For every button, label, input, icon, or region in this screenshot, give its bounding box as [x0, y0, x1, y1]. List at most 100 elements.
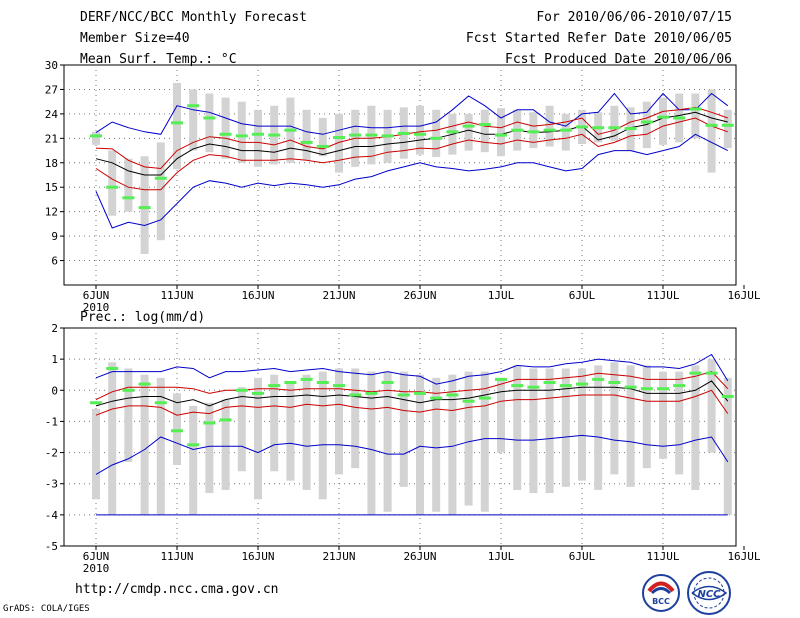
temp-range-bar: [707, 89, 716, 173]
temp-median-marker: [333, 136, 345, 140]
temp-range-bar: [432, 109, 441, 158]
temp-median-marker: [462, 124, 475, 128]
prec-ytick-label: 2: [51, 322, 58, 335]
temp-median-marker: [576, 125, 588, 129]
temp-median-marker: [559, 128, 572, 132]
temp-median-marker: [171, 121, 183, 125]
temp-median-marker: [219, 132, 232, 136]
prec-median-marker: [171, 429, 183, 433]
prec-line-lower-outer: [95, 434, 729, 475]
temp-median-marker: [122, 196, 135, 200]
prec-range-bar: [513, 365, 522, 490]
temp-median-marker: [478, 122, 491, 126]
temp-median-marker: [381, 134, 394, 138]
temp-median-marker: [446, 130, 459, 134]
prec-median-marker: [640, 387, 653, 391]
prec-range-bar: [92, 408, 100, 500]
prec-line-lower-inner: [95, 389, 729, 416]
temp-median-marker: [657, 115, 669, 119]
temp-range-bar: [108, 150, 117, 216]
temp-median-marker: [592, 126, 605, 130]
forecast-produced-date: Fcst Produced Date 2010/06/06: [505, 52, 732, 67]
temp-range-bar: [189, 89, 198, 151]
prec-median-marker: [349, 393, 362, 397]
prec-median-marker: [333, 384, 345, 388]
prec-xtick-label: 1JUL: [488, 550, 515, 563]
temp-median-marker: [397, 131, 410, 135]
temp-line-upper-inner: [95, 106, 728, 170]
forecast-started-date: Fcst Started Refer Date 2010/06/05: [465, 31, 732, 46]
prec-range-bar: [189, 405, 198, 515]
prec-median-marker: [106, 366, 119, 370]
prec-xtick-label: 21JUN: [322, 550, 355, 563]
prec-range-bar: [351, 368, 360, 469]
temp-xtick-label: 16JUL: [727, 289, 760, 302]
temp-ytick-label: 21: [45, 132, 58, 145]
temp-median-marker: [90, 134, 102, 138]
temp-year-label: 2010: [83, 301, 110, 314]
prec-range-bar: [464, 371, 473, 506]
temp-median-marker: [203, 116, 216, 120]
temp-range-bar: [659, 97, 667, 145]
prec-range-bar: [335, 368, 343, 475]
prec-median-marker: [154, 401, 167, 405]
temp-xtick-label: 1JUL: [488, 289, 515, 302]
prec-median-marker: [138, 382, 151, 386]
temp-line-lower-inner: [95, 117, 728, 191]
prec-range-bar: [642, 365, 651, 469]
prec-range-bar: [302, 374, 311, 490]
prec-ytick-label: -3: [45, 478, 58, 491]
prec-median-marker: [527, 385, 540, 389]
prec-median-marker: [284, 381, 297, 384]
prec-line-upper-outer: [95, 353, 729, 385]
prec-median-marker: [203, 421, 216, 425]
temp-median-marker: [268, 133, 281, 137]
temp-range-bar: [561, 113, 570, 151]
temp-xtick-label: 21JUN: [322, 289, 355, 302]
temp-range-bar: [416, 105, 424, 155]
temp-median-marker: [414, 132, 426, 136]
prec-range-bar: [610, 362, 619, 475]
grads-credits: GrADS: COLA/IGES: [3, 604, 90, 614]
website-url[interactable]: http://cmdp.ncc.cma.gov.cn: [75, 582, 279, 597]
prec-range-bar: [237, 387, 246, 472]
temp-median-marker: [640, 120, 653, 124]
temp-median-marker: [624, 127, 637, 131]
prec-range-bar: [416, 374, 424, 515]
prec-median-marker: [673, 384, 686, 388]
temp-range-bar: [237, 101, 246, 163]
temp-median-marker: [349, 133, 362, 137]
temp-ytick-label: 27: [45, 83, 58, 96]
temp-range-bar: [173, 82, 181, 170]
prec-range-bar: [497, 377, 505, 453]
prec-range-bar: [707, 359, 716, 453]
ncc-logo-text: NCC: [697, 589, 721, 600]
temp-ytick-label: 6: [51, 255, 58, 268]
temp-median-marker: [300, 140, 313, 144]
prec-line-upper-inner: [95, 371, 729, 401]
prec-plot-frame: [63, 327, 737, 547]
prec-xtick-label: 26JUN: [403, 550, 436, 563]
temp-range-bar: [92, 131, 100, 145]
prec-line-mean: [95, 380, 729, 407]
forecast-period: For 2010/06/06-2010/07/15: [536, 10, 732, 25]
temp-median-marker: [495, 133, 507, 137]
prec-range-bar: [205, 402, 214, 494]
temp-range-bar: [464, 113, 473, 151]
prec-xtick-label: 16JUN: [241, 550, 274, 563]
chart-title: DERF/NCC/BCC Monthly Forecast: [80, 10, 307, 25]
prec-range-bar: [626, 365, 635, 487]
prec-median-marker: [316, 381, 329, 384]
temp-ytick-label: 24: [45, 108, 59, 121]
header-right: For 2010/06/06-2010/07/15 Fcst Started R…: [466, 10, 732, 73]
temp-median-marker: [154, 176, 167, 180]
temp-range-bar: [140, 156, 149, 255]
prec-range-bar: [432, 377, 441, 512]
prec-median-marker: [268, 384, 281, 388]
bcc-logo: BCC: [642, 574, 680, 612]
prec-xtick-label: 6JUL: [569, 550, 596, 563]
bcc-logo-text: BCC: [652, 597, 670, 606]
prec-range-bar: [529, 368, 538, 494]
prec-range-bar: [594, 365, 603, 490]
